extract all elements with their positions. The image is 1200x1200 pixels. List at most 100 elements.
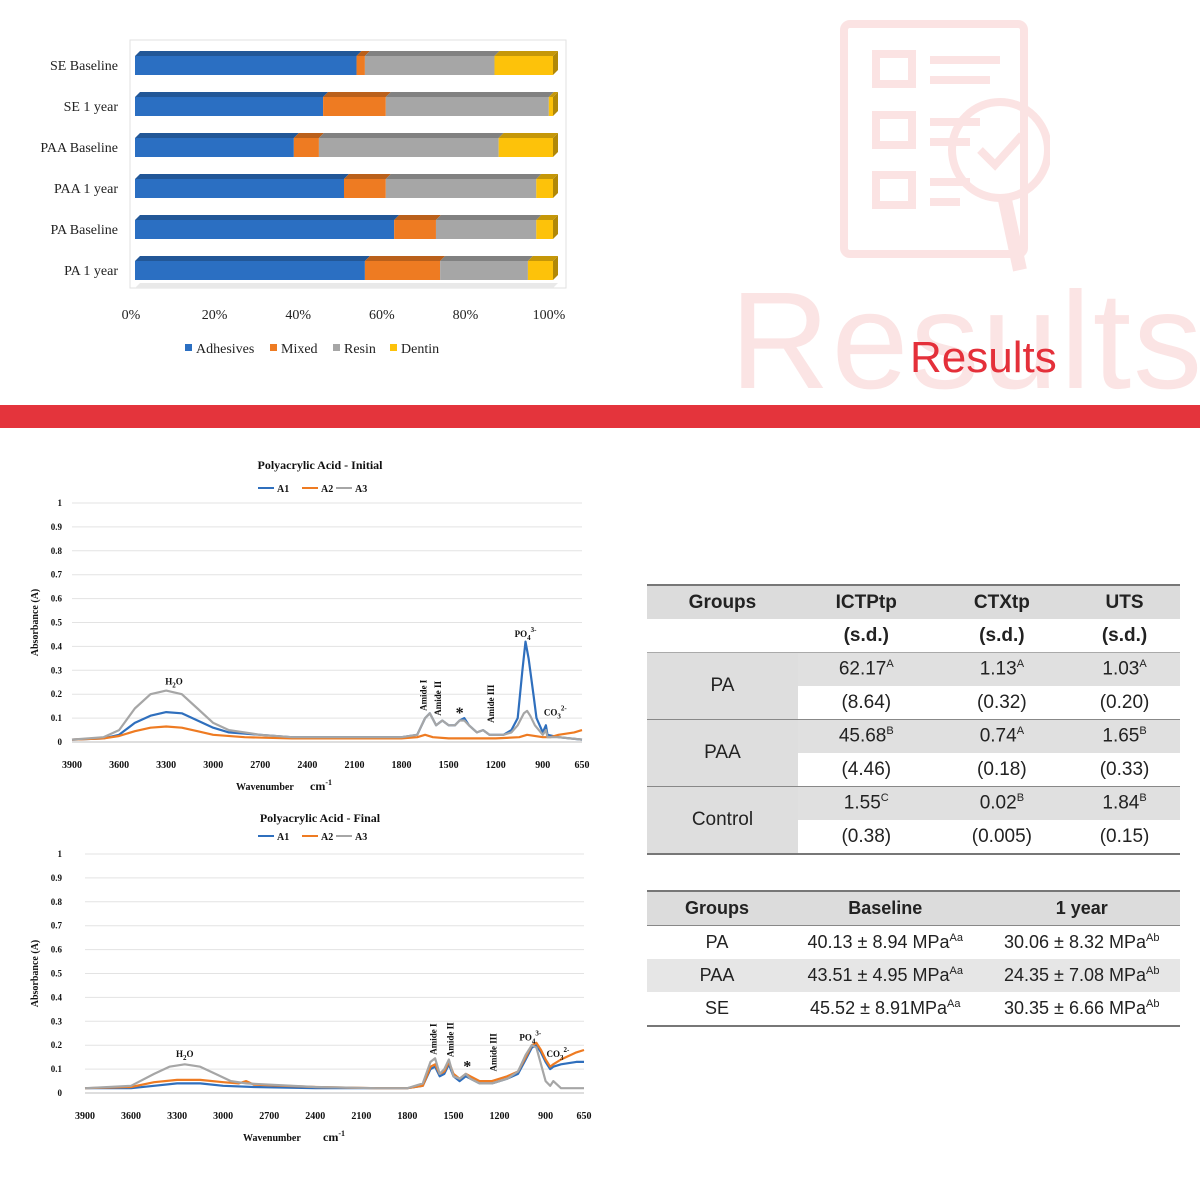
table-subheader-row: (s.d.) (s.d.) (s.d.) (647, 619, 1180, 653)
peak-annotation: Amide III (486, 684, 496, 723)
y-axis-label: Absorbance (A) (30, 589, 41, 657)
legend-label: A2 (321, 832, 333, 843)
y-tick-label: 0.6 (51, 945, 63, 955)
peak-annotation: PO43- (515, 626, 538, 642)
x-tick-label: 2100 (351, 1111, 371, 1122)
col-header: CTXtp (934, 585, 1070, 619)
y-tick-label: 0.8 (51, 546, 63, 556)
bar-segment-top (135, 256, 370, 261)
y-tick-label: 0 (58, 1088, 63, 1098)
bar-segment-top (385, 174, 542, 179)
bar-segment-top (498, 133, 558, 138)
col-subheader: (s.d.) (797, 619, 935, 653)
annotation-superscript: 3- (535, 1029, 542, 1037)
chart-title: Polyacrylic Acid - Final (260, 811, 381, 825)
legend-swatch (185, 344, 192, 351)
series-line-a1 (71, 640, 583, 741)
bar-segment (498, 138, 553, 157)
sd-cell: (0.20) (1069, 686, 1180, 720)
mean-cell: 1.65B (1069, 719, 1180, 753)
x-tick-label: 2700 (259, 1111, 279, 1122)
baseline-cell: 45.52 ± 8.91MPaAa (810, 998, 961, 1018)
x-tick-label: 100% (533, 308, 566, 323)
table-row: (4.46) (0.18) (0.33) (647, 753, 1180, 787)
bar-segment-top (323, 92, 391, 97)
bar-segment (323, 97, 386, 116)
table-row: PAA 43.51 ± 4.95 MPaAa 24.35 ± 7.08 MPaA… (647, 959, 1180, 992)
x-axis-unit: cm-1 (310, 778, 332, 793)
bar-segment (135, 138, 294, 157)
legend-swatch (390, 344, 397, 351)
chart-floor (135, 283, 558, 288)
bar-end-side (553, 92, 558, 116)
mean-cell: 1.55C (797, 786, 935, 820)
x-tick-label: 1500 (439, 760, 459, 771)
x-tick-label: 80% (453, 308, 479, 323)
group-cell: SE (704, 998, 729, 1018)
bar-segment (536, 220, 553, 239)
bar-segment-top (440, 256, 533, 261)
col-header: 1 year (983, 891, 1180, 926)
y-tick-label: 0.7 (51, 570, 63, 580)
x-axis-label: Wavenumber (243, 1133, 301, 1144)
y-tick-label: 0.7 (51, 921, 63, 931)
sd-cell: (0.005) (934, 820, 1070, 854)
series-line-a3 (84, 1044, 584, 1090)
annotation-suffix: O (187, 1049, 194, 1059)
table-header-row: Groups Baseline 1 year (647, 891, 1180, 926)
bar-segment-top (536, 174, 558, 179)
x-axis-label: Wavenumber (236, 782, 294, 793)
bar-segment (135, 97, 324, 116)
annotation-subscript: 2 (183, 1054, 187, 1062)
table-header-row: Groups ICTPtp CTXtp UTS (647, 585, 1180, 619)
x-tick-label: 3600 (109, 760, 129, 771)
stacked-bar-chart: SE Baseline SE 1 year PAA Baseline PAA 1 ye… (40, 39, 567, 357)
col-subheader (647, 619, 798, 653)
legend-label: A1 (277, 484, 289, 495)
peak-annotation: Amide III (488, 1033, 498, 1072)
x-tick-label: 900 (538, 1111, 553, 1122)
category-label: PA 1 year (64, 264, 118, 279)
bar-segment (385, 97, 549, 116)
x-tick-label: 1800 (397, 1111, 417, 1122)
y-tick-label: 0.6 (51, 594, 63, 604)
bar-segment (356, 56, 365, 75)
legend-swatch (270, 344, 277, 351)
bar-segment (435, 220, 537, 239)
annotation-suffix: O (176, 677, 183, 687)
bar-segment-top (135, 92, 329, 97)
x-tick-label: 1500 (443, 1111, 463, 1122)
legend-label: A2 (321, 484, 333, 495)
table-row: SE 45.52 ± 8.91MPaAa 30.35 ± 6.66 MPaAb (647, 992, 1180, 1026)
annotation-subscript: 4 (532, 1037, 536, 1045)
legend-swatch (333, 344, 340, 351)
table-row: PAA 45.68B 0.74A 1.65B (647, 719, 1180, 787)
y-tick-label: 0.9 (51, 873, 63, 883)
col-header: ICTPtp (797, 585, 935, 619)
annotation-subscript: 3 (560, 1054, 564, 1062)
mean-cell: 1.84B (1069, 786, 1180, 820)
bar-segment (135, 220, 395, 239)
peak-annotation: * (463, 1058, 471, 1075)
spectrum-chart-final: Polyacrylic Acid - Final A1 A2 A3 0 0.1 0.2 0.3… (30, 811, 592, 1144)
peak-annotation: Amide II (445, 1022, 455, 1057)
annotation-subscript: 3 (557, 713, 561, 721)
bar-segment-top (394, 215, 441, 220)
legend-label: A1 (277, 832, 289, 843)
mean-cell: 45.68B (797, 719, 935, 753)
mean-cell: 62.17A (797, 652, 935, 686)
category-label: PA Baseline (50, 223, 118, 238)
col-header: UTS (1069, 585, 1180, 619)
annotation-superscript: 2- (561, 705, 568, 713)
bar-segment-top (536, 215, 558, 220)
bar-segment (293, 138, 319, 157)
x-tick-label: 3900 (75, 1111, 95, 1122)
y-tick-label: 0.5 (51, 969, 63, 979)
plot-frame (129, 39, 567, 289)
x-tick-label: 1800 (392, 760, 412, 771)
bar-segment-top (435, 215, 542, 220)
bar-end-side (553, 133, 558, 157)
y-tick-label: 0.9 (51, 522, 63, 532)
year-cell: 30.06 ± 8.32 MPaAb (1004, 932, 1160, 952)
annotation-subscript: 4 (527, 634, 531, 642)
